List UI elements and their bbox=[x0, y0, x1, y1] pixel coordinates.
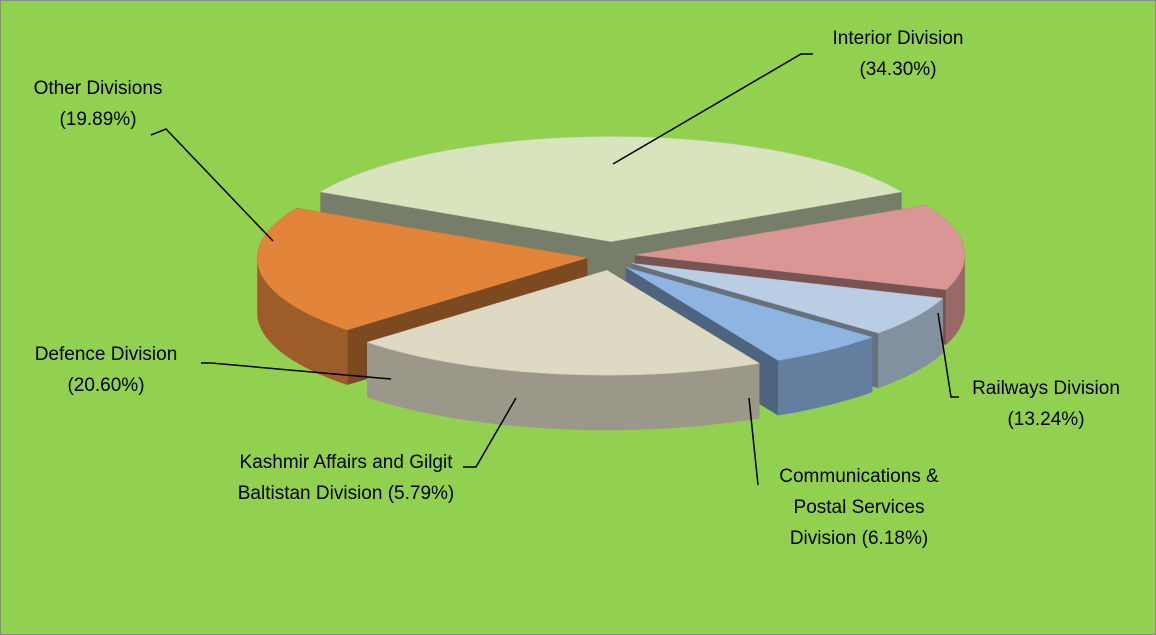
value-label: (34.30%) bbox=[859, 59, 937, 80]
category-name: Kashmir Affairs and Gilgit Baltistan Div… bbox=[237, 452, 453, 504]
value-label: (5.79%) bbox=[387, 483, 455, 504]
slice-depth bbox=[946, 254, 965, 345]
category-name: Interior Division bbox=[832, 28, 964, 49]
pie-slice bbox=[256, 207, 588, 331]
pie-slice bbox=[631, 263, 944, 334]
pie-slice bbox=[366, 269, 761, 376]
slice-label: Kashmir Affairs and Gilgit Baltistan Div… bbox=[231, 447, 461, 509]
category-name: Other Divisions bbox=[33, 78, 163, 99]
slice-label: Interior Division (34.30%) bbox=[798, 23, 998, 85]
slice-depth bbox=[367, 342, 760, 431]
value-label: (13.24%) bbox=[1007, 409, 1085, 430]
slice-label: Defence Division (20.60%) bbox=[6, 339, 206, 401]
value-label: (20.60%) bbox=[67, 375, 145, 396]
pie-slice bbox=[625, 267, 874, 361]
leader-line bbox=[748, 397, 759, 486]
slice-label: Other Divisions (19.89%) bbox=[8, 73, 188, 135]
leader-line bbox=[937, 312, 959, 398]
category-name: Defence Division bbox=[34, 344, 178, 365]
pie-slice bbox=[319, 136, 903, 242]
pie-slice bbox=[634, 204, 966, 291]
category-name: Railways Division bbox=[972, 378, 1120, 399]
slice-label: Railways Division (13.24%) bbox=[946, 373, 1146, 435]
slice-label: Communications & Postal Services Divisio… bbox=[759, 461, 959, 554]
slice-depth bbox=[778, 337, 873, 416]
leader-line bbox=[612, 53, 813, 165]
leader-line bbox=[463, 397, 517, 468]
value-label: (6.18%) bbox=[861, 528, 929, 549]
slice-depth bbox=[257, 257, 348, 385]
leader-line bbox=[201, 362, 392, 380]
value-label: (19.89%) bbox=[59, 109, 137, 130]
leader-line bbox=[150, 128, 274, 242]
category-name: Communications & Postal Services Divisio… bbox=[779, 466, 939, 549]
slice-depth bbox=[878, 298, 943, 389]
